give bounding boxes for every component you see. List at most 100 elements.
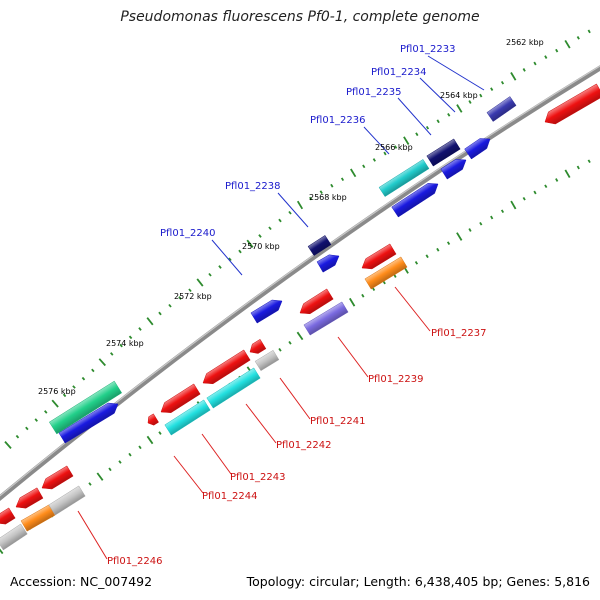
leader-2244 — [173, 455, 204, 494]
inner-tick-35 — [349, 297, 356, 307]
feature-red-minus-6[interactable] — [361, 243, 397, 270]
leader-2241 — [279, 377, 311, 420]
outer-tick-27 — [268, 226, 272, 231]
scale-label-2568: 2568 kbp — [309, 193, 347, 202]
gene-label-pfl01-2239[interactable]: Pfl01_2239 — [368, 374, 424, 385]
feature-red-minus-9[interactable] — [15, 487, 44, 509]
feature-red-minus-8[interactable] — [41, 465, 74, 490]
gene-label-pfl01-2242[interactable]: Pfl01_2242 — [276, 440, 332, 451]
outer-tick-42 — [425, 125, 430, 130]
scale-label-2570: 2570 kbp — [242, 242, 280, 251]
outer-tick-18 — [178, 296, 182, 300]
outer-tick-54 — [555, 48, 559, 53]
inner-tick-12 — [118, 460, 122, 464]
outer-tick-45 — [456, 104, 463, 113]
feature-green-ring-1[interactable] — [48, 380, 123, 435]
outer-tick-16 — [158, 311, 162, 316]
outer-tick-4 — [44, 410, 48, 414]
feature-cyan-ring-1[interactable] — [378, 159, 430, 197]
feature-orange-ring-2[interactable] — [20, 504, 56, 532]
inner-tick-50 — [510, 200, 517, 210]
gene-label-pfl01-2237[interactable]: Pfl01_2237 — [431, 328, 487, 339]
outer-tick-8 — [81, 376, 86, 381]
leader-2235 — [397, 97, 432, 136]
outer-tick-47 — [479, 93, 483, 98]
inner-tick-45 — [456, 232, 463, 241]
inner-tick-47 — [479, 221, 483, 226]
gene-label-pfl01-2241[interactable]: Pfl01_2241 — [310, 416, 366, 427]
outer-tick-44 — [447, 113, 451, 117]
gene-label-pfl01-2246[interactable]: Pfl01_2246 — [107, 556, 163, 567]
feature-gray-ring-3[interactable] — [0, 523, 28, 551]
outer-tick-0 — [4, 441, 12, 449]
outer-tick-53 — [544, 55, 548, 59]
feature-red-minus-2[interactable] — [160, 383, 201, 413]
inner-tick-36 — [361, 293, 365, 298]
feature-gray-ring-2[interactable] — [48, 485, 86, 516]
inner-tick-37 — [371, 287, 376, 291]
feature-steel-ring-1[interactable] — [486, 96, 517, 122]
feature-red-minus-10[interactable] — [0, 507, 16, 525]
gene-label-pfl01-2243[interactable]: Pfl01_2243 — [230, 472, 286, 483]
outer-tick-11 — [110, 352, 114, 356]
outer-tick-20 — [196, 278, 204, 287]
scale-labels: 2562 kbp 2564 kbp 2566 kbp 2568 kbp 2570… — [38, 38, 544, 396]
gene-label-pfl01-2233[interactable]: Pfl01_2233 — [400, 44, 456, 55]
feature-red-minus-7[interactable] — [544, 83, 600, 125]
feature-cyan-ring-2[interactable] — [164, 399, 211, 436]
outer-tick-46 — [468, 100, 472, 104]
feature-blue-plus-4[interactable] — [391, 183, 439, 218]
inner-tick-14 — [138, 445, 142, 450]
inner-tick-46 — [468, 228, 472, 232]
outer-tick-2 — [25, 426, 29, 431]
outer-tick-21 — [208, 272, 212, 277]
inner-tick-54 — [555, 178, 559, 182]
feature-blue-plus-3[interactable] — [316, 254, 340, 273]
label-leader-lines — [77, 55, 485, 560]
inner-tick-48 — [490, 215, 494, 220]
leader-2236 — [363, 126, 390, 155]
feature-gray-ring-1[interactable] — [254, 349, 280, 372]
feature-red-minus-5[interactable] — [299, 288, 334, 315]
outer-tick-12 — [119, 343, 123, 348]
inner-tick-16 — [158, 431, 162, 435]
outer-tick-40 — [403, 136, 410, 145]
leader-2233 — [427, 55, 485, 91]
outer-tick-43 — [436, 119, 440, 124]
feature-orange-ring-1[interactable] — [364, 256, 408, 290]
outer-tick-37 — [372, 158, 376, 162]
feature-cyan-ring-3[interactable] — [206, 367, 261, 409]
inner-tick-42 — [425, 254, 429, 259]
inner-tick-28 — [278, 347, 282, 352]
outer-tick-14 — [138, 327, 142, 331]
outer-tick-32 — [319, 190, 323, 194]
outer-tick-36 — [362, 164, 366, 169]
inner-tick-9 — [88, 482, 92, 486]
feature-navy-ring-1[interactable] — [426, 138, 461, 167]
feature-red-minus-4[interactable] — [249, 338, 267, 354]
outer-tick-48 — [490, 87, 494, 91]
gene-label-pfl01-2235[interactable]: Pfl01_2235 — [346, 87, 402, 98]
feature-red-minus-1[interactable] — [147, 413, 159, 426]
scale-label-2574: 2574 kbp — [106, 339, 144, 348]
feature-blue-plus-1[interactable] — [58, 402, 119, 444]
feature-blue-plus-2[interactable] — [250, 299, 283, 324]
feature-purple-ring-1[interactable] — [303, 301, 349, 336]
feature-blue-plus-6[interactable] — [464, 138, 491, 160]
gene-label-pfl01-2240[interactable]: Pfl01_2240 — [160, 228, 216, 239]
feature-navy-ring-2[interactable] — [307, 235, 332, 256]
gene-label-pfl01-2238[interactable]: Pfl01_2238 — [225, 181, 281, 192]
inner-tick-55 — [564, 169, 571, 179]
outer-tick-28 — [278, 218, 282, 223]
accession-text: Accession: NC_007492 — [10, 574, 153, 589]
inner-tick-41 — [414, 261, 419, 265]
gene-label-pfl01-2244[interactable]: Pfl01_2244 — [202, 491, 258, 502]
gene-label-pfl01-2236[interactable]: Pfl01_2236 — [310, 115, 366, 126]
gene-label-pfl01-2234[interactable]: Pfl01_2234 — [371, 67, 427, 78]
scale-label-2576: 2576 kbp — [38, 387, 76, 396]
outer-tick-13 — [128, 335, 133, 340]
scale-label-2572: 2572 kbp — [174, 292, 212, 301]
feature-blue-plus-5[interactable] — [440, 158, 467, 180]
feature-red-minus-3[interactable] — [202, 349, 251, 385]
